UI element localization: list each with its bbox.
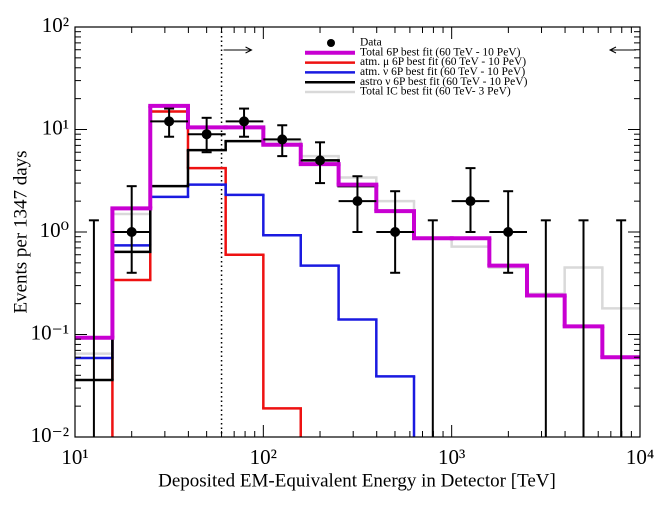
y-tick-label: 10²: [42, 13, 69, 37]
legend-marker: [327, 39, 335, 47]
y-tick-label: 10¹: [42, 115, 69, 139]
y-tick-label: 10⁻¹: [31, 320, 69, 344]
plot-frame: [74, 26, 641, 438]
data-point: [315, 155, 326, 166]
legend-label: atm. μ 6P best fit (60 TeV - 10 PeV): [360, 56, 526, 68]
arrow: [608, 46, 636, 54]
data-point: [503, 227, 514, 237]
legend-label: astro ν 6P best fit (60 TeV - 10 PeV): [360, 76, 528, 88]
x-tick-label: 10³: [438, 445, 465, 469]
x-tick-label: 10²: [250, 445, 277, 469]
data-point: [126, 227, 137, 237]
x-axis-title: Deposited EM-Equivalent Energy in Detect…: [158, 470, 556, 491]
data-point: [201, 129, 212, 140]
data-point: [465, 196, 476, 207]
data-point: [239, 116, 250, 127]
x-tick-label: 10⁴: [626, 445, 654, 469]
legend-label: Total IC best fit (60 TeV- 3 PeV): [360, 86, 511, 98]
data-point: [164, 116, 175, 127]
y-tick-label: 10⁻²: [31, 423, 69, 447]
plot-area: [75, 27, 640, 437]
legend-label: Data: [360, 37, 382, 49]
data-point: [277, 134, 288, 145]
x-tick-label: 10¹: [61, 445, 88, 469]
y-tick-label: 10⁰: [40, 218, 69, 242]
data-point: [352, 196, 363, 207]
legend-label: Total 6P best fit (60 TeV - 10 PeV): [360, 46, 521, 58]
legend-label: atm. ν 6P best fit (60 TeV - 10 PeV): [360, 66, 525, 78]
arrow: [223, 46, 253, 54]
y-axis-title: Events per 1347 days: [10, 150, 31, 313]
data-point: [390, 227, 401, 237]
